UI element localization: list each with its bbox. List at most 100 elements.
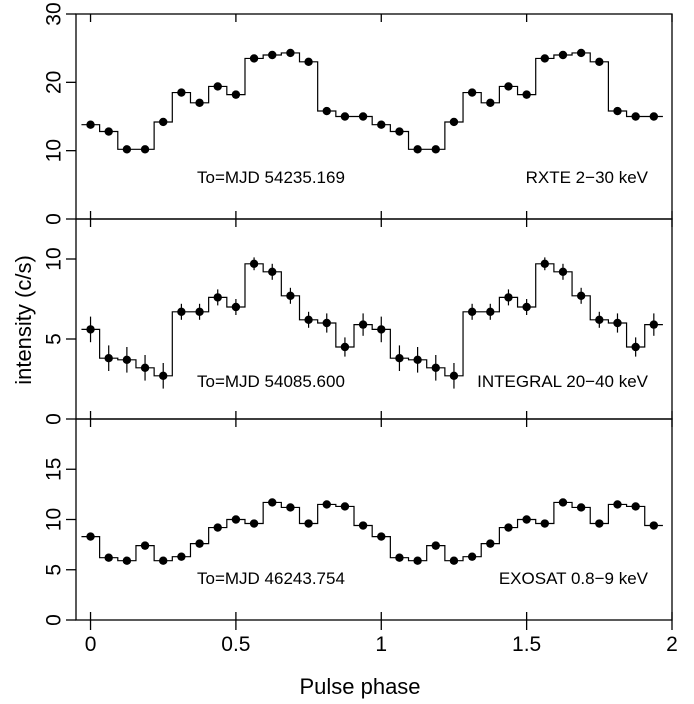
x-tick-label: 2 (666, 633, 678, 656)
data-point (631, 342, 640, 352)
data-point (213, 82, 222, 91)
data-point (177, 88, 186, 97)
data-point (286, 48, 295, 58)
data-point (249, 259, 259, 268)
data-point (631, 112, 640, 121)
panel-rxte: 0 10 20 30 To=MJD 54235.169 RXTE 2−30 keV (43, 2, 673, 225)
data-point (395, 127, 404, 136)
panels-group: 0 10 20 30 To=MJD 54235.169 RXTE 2−30 keV 0 5 10… (43, 2, 673, 626)
data-point (613, 500, 622, 509)
data-point (358, 320, 368, 329)
data-point (195, 98, 204, 108)
data-point (322, 318, 331, 328)
data-point (395, 354, 404, 363)
data-point (249, 519, 259, 528)
panel-frame (75, 418, 673, 621)
data-point (449, 117, 459, 127)
data-point (595, 315, 604, 324)
data-point (195, 539, 204, 548)
data-point (576, 503, 586, 512)
instrument-label: INTEGRAL 20−40 keV (477, 372, 649, 391)
data-point (358, 112, 368, 121)
data-point (322, 500, 331, 509)
data-point (122, 556, 132, 565)
data-point (540, 259, 550, 268)
data-point (177, 552, 186, 561)
data-point (377, 532, 386, 541)
data-point (613, 106, 622, 116)
data-point (304, 315, 313, 324)
data-point (413, 145, 422, 154)
data-point (268, 498, 277, 507)
y-tick-label: 30 (43, 2, 66, 25)
data-point (613, 318, 622, 328)
data-point (467, 307, 477, 316)
epoch-label: To=MJD 46243.754 (197, 569, 345, 588)
data-point (104, 354, 113, 363)
data-point (340, 112, 350, 121)
y-tick-label: 5 (43, 564, 66, 576)
x-tick-label: 0 (85, 633, 97, 656)
data-point (304, 519, 313, 528)
data-point (231, 515, 241, 524)
data-point (159, 556, 168, 565)
panel-integral: 0 5 10 To=MJD 54085.600 INTEGRAL 20−40 keV (43, 218, 673, 425)
data-point (140, 145, 150, 154)
y-tick-label: 0 (43, 213, 66, 225)
data-point (159, 117, 168, 127)
x-tick-label: 1 (375, 633, 387, 656)
data-point (649, 320, 659, 329)
data-point (140, 541, 150, 550)
data-point (177, 307, 186, 316)
data-point (195, 307, 204, 316)
data-point (395, 553, 404, 562)
data-point (213, 293, 222, 302)
data-point (377, 325, 386, 334)
data-point (449, 371, 459, 380)
instrument-label: EXOSAT 0.8−9 keV (499, 569, 649, 588)
x-axis: 0 0.5 1 1.5 2 (85, 620, 678, 656)
data-point (504, 82, 513, 91)
data-point (595, 57, 604, 67)
data-point (558, 267, 568, 276)
data-point (522, 515, 531, 524)
x-axis-title: Pulse phase (299, 674, 420, 699)
data-point (286, 503, 295, 512)
y-tick-label: 10 (43, 247, 66, 270)
data-point (268, 267, 277, 276)
y-tick-label: 10 (43, 508, 66, 531)
data-point (413, 556, 422, 565)
y-tick-label: 0 (43, 614, 66, 626)
data-point (522, 302, 531, 312)
y-tick-label: 20 (43, 71, 66, 94)
y-tick-label: 15 (43, 458, 66, 481)
data-point (249, 54, 259, 63)
data-point (340, 502, 350, 511)
data-point (576, 291, 586, 300)
y-tick-label: 5 (43, 333, 66, 345)
data-point (104, 553, 113, 562)
data-point (467, 552, 477, 561)
data-point (358, 521, 368, 530)
data-point (231, 90, 241, 99)
data-point (304, 57, 313, 67)
data-point (340, 342, 350, 352)
x-tick-label: 0.5 (221, 633, 250, 656)
data-point (522, 90, 531, 99)
y-tick-label: 10 (43, 139, 66, 162)
step-line (81, 501, 663, 562)
data-point (413, 355, 422, 364)
data-point (504, 293, 513, 302)
data-point (231, 302, 241, 312)
data-point (649, 521, 659, 530)
data-point (431, 145, 440, 154)
data-point (140, 363, 150, 372)
x-tick-label: 1.5 (512, 633, 541, 656)
data-point (558, 498, 568, 507)
data-point (86, 325, 95, 334)
data-point (431, 541, 440, 550)
data-point (649, 112, 659, 121)
data-point (558, 50, 568, 60)
data-point (268, 50, 277, 60)
panel-frame (75, 13, 673, 220)
